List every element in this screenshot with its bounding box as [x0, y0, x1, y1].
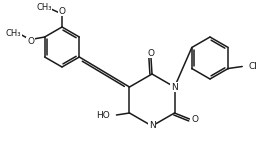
Text: O: O: [191, 115, 198, 125]
Text: O: O: [27, 37, 34, 46]
Text: O: O: [148, 49, 155, 58]
Text: Cl: Cl: [248, 62, 257, 71]
Text: O: O: [59, 6, 65, 15]
Text: N: N: [171, 82, 178, 91]
Text: HO: HO: [96, 110, 110, 119]
Text: CH₃: CH₃: [6, 28, 22, 37]
Text: N: N: [149, 122, 155, 131]
Text: CH₃: CH₃: [36, 3, 52, 12]
